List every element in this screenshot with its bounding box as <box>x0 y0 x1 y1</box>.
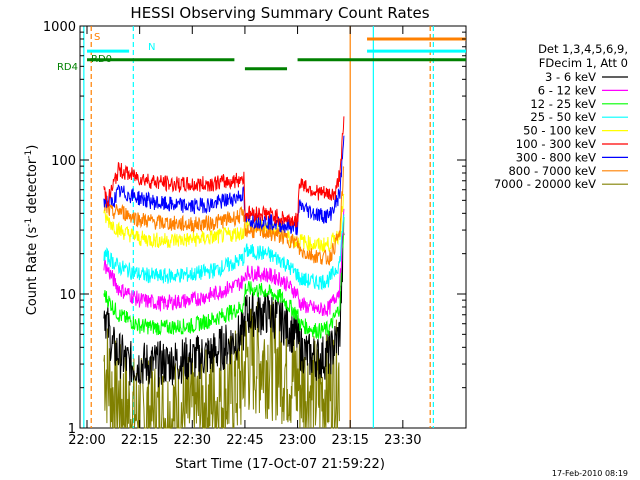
legend-header-line-1: Det 1,3,4,5,6,9, <box>538 42 628 56</box>
x-tick-label-1: 22:15 <box>121 433 158 448</box>
y-tick-label-3: 1000 <box>43 20 76 35</box>
legend-label-3: 25 - 50 keV <box>530 110 596 124</box>
series-group <box>103 116 345 430</box>
legend: Det 1,3,4,5,6,9, FDecim 1, Att 0 3 - 6 k… <box>494 42 628 191</box>
x-tick-label-3: 22:45 <box>226 433 263 448</box>
y-tick-label-2: 100 <box>51 154 76 169</box>
y-label-suffix: ) <box>25 145 40 150</box>
y-tick-label-1: 10 <box>59 288 76 303</box>
y-tick-label-0: 1 <box>68 422 76 437</box>
plot-frame <box>79 25 467 429</box>
x-tick-label-2: 22:30 <box>174 433 211 448</box>
state-label-rd0: RD0 <box>91 54 112 65</box>
x-tick-label-5: 23:15 <box>331 433 368 448</box>
series-line-6 <box>103 135 345 236</box>
legend-label-2: 12 - 25 keV <box>530 97 596 111</box>
state-bars: S N RD0 RD4 <box>57 32 466 73</box>
series-line-2 <box>103 216 345 340</box>
y-label-prefix: Count Rate (s <box>25 227 40 316</box>
legend-label-7: 800 - 7000 keV <box>508 164 596 178</box>
plot-border <box>79 25 467 429</box>
series-line-3 <box>103 214 345 291</box>
legend-label-5: 100 - 300 keV <box>516 137 596 151</box>
axis-ticks: 22:00 22:15 22:30 22:45 23:00 23:15 23:30 1 10 10… <box>43 20 466 448</box>
vertical-markers <box>83 26 434 428</box>
series-line-0 <box>103 230 345 388</box>
series-line-1 <box>103 208 345 317</box>
legend-label-4: 50 - 100 keV <box>523 124 596 138</box>
legend-label-8: 7000 - 20000 keV <box>494 177 596 191</box>
state-label-s: S <box>94 32 100 43</box>
series-line-5 <box>103 116 345 228</box>
y-label-mid: detector <box>25 158 40 218</box>
y-axis-label: Count Rate (s-1 detector-1) <box>24 145 40 316</box>
series-line-7 <box>103 165 345 266</box>
legend-label-6: 300 - 800 keV <box>516 150 596 164</box>
state-label-rd4: RD4 <box>57 62 78 73</box>
chart-title: HESSI Observing Summary Count Rates <box>130 4 429 22</box>
x-tick-label-4: 23:00 <box>279 433 316 448</box>
y-label-exp1: -1 <box>24 218 34 227</box>
legend-header-line-2: FDecim 1, Att 0 <box>539 56 628 70</box>
x-tick-label-6: 23:30 <box>384 433 421 448</box>
series-line-4 <box>103 193 345 253</box>
legend-label-0: 3 - 6 keV <box>545 70 596 84</box>
x-tick-label-0: 22:00 <box>68 433 105 448</box>
timestamp: 17-Feb-2010 08:19 <box>552 469 628 478</box>
state-label-n: N <box>148 42 155 53</box>
legend-label-1: 6 - 12 keV <box>538 83 596 97</box>
y-label-exp2: -1 <box>24 150 34 159</box>
x-axis-label: Start Time (17-Oct-07 21:59:22) <box>175 457 385 472</box>
series-line-8 <box>103 301 340 430</box>
